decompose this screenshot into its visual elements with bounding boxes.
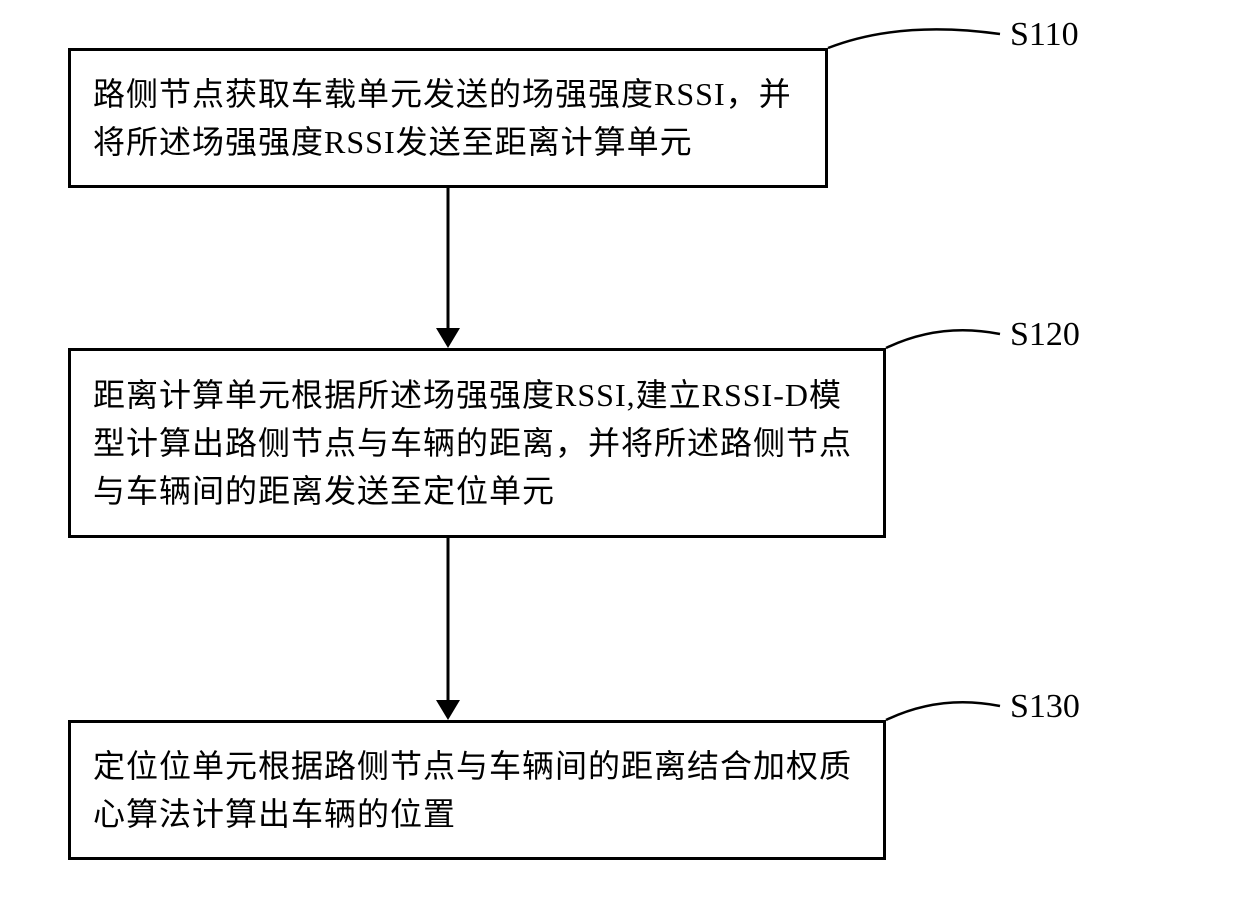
step-label-s110: S110 <box>1010 16 1079 54</box>
step-box-s120: 距离计算单元根据所述场强强度RSSI,建立RSSI-D模型计算出路侧节点与车辆的… <box>68 348 886 538</box>
step-box-s130: 定位位单元根据路侧节点与车辆间的距离结合加权质心算法计算出车辆的位置 <box>68 720 886 860</box>
step-label-s120: S120 <box>1010 316 1080 354</box>
flowchart-container: 路侧节点获取车载单元发送的场强强度RSSI，并将所述场强强度RSSI发送至距离计… <box>0 0 1240 921</box>
step-text-s120: 距离计算单元根据所述场强强度RSSI,建立RSSI-D模型计算出路侧节点与车辆的… <box>93 371 861 515</box>
step-text-s110: 路侧节点获取车载单元发送的场强强度RSSI，并将所述场强强度RSSI发送至距离计… <box>93 70 803 166</box>
step-label-s130: S130 <box>1010 688 1080 726</box>
step-box-s110: 路侧节点获取车载单元发送的场强强度RSSI，并将所述场强强度RSSI发送至距离计… <box>68 48 828 188</box>
step-text-s130: 定位位单元根据路侧节点与车辆间的距离结合加权质心算法计算出车辆的位置 <box>93 742 861 838</box>
